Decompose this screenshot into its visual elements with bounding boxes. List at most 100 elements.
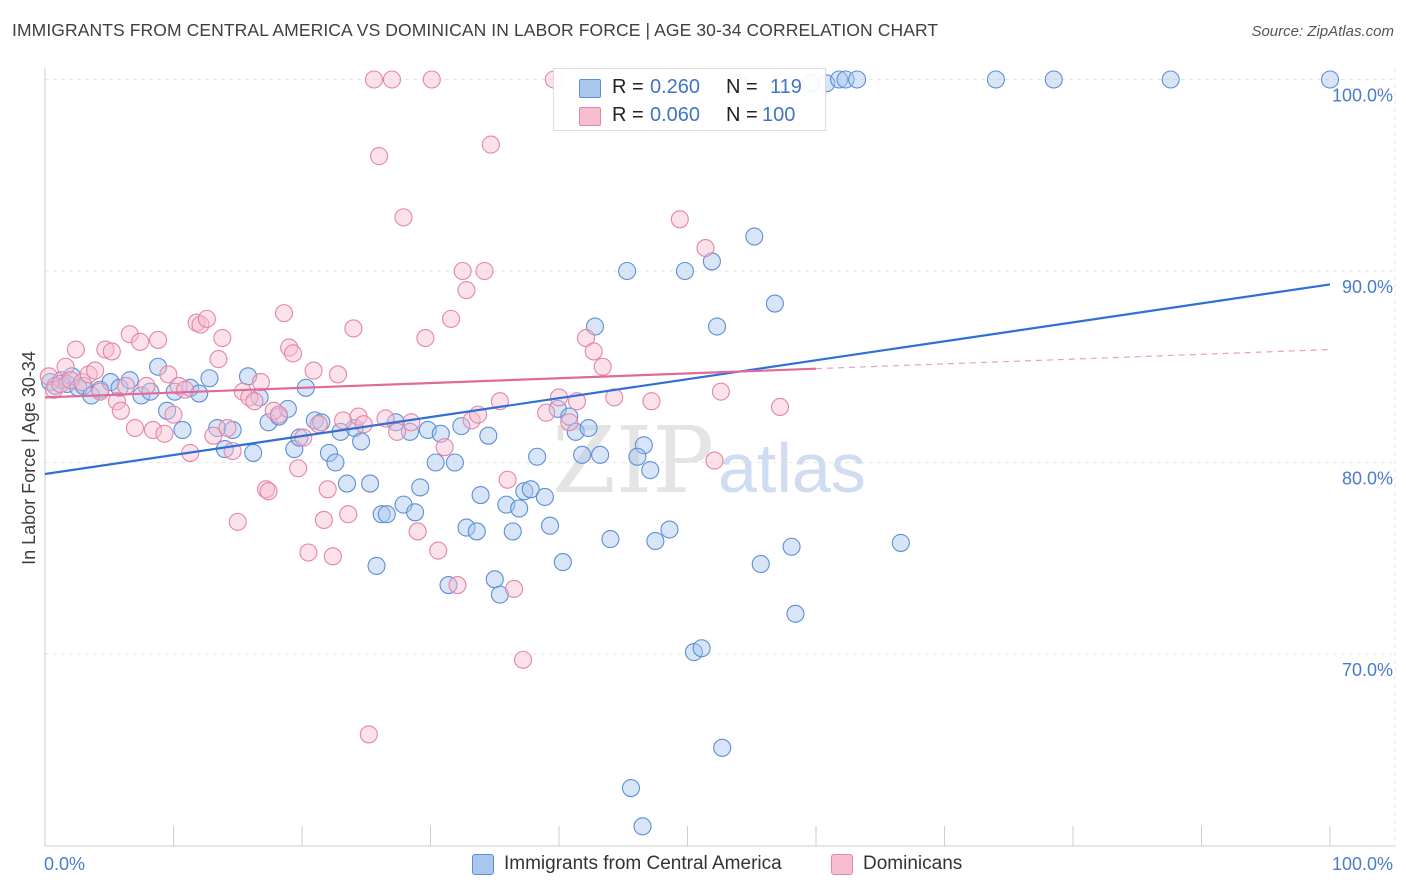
dominican-point: [107, 392, 127, 411]
watermark-atlas: atlas: [718, 429, 866, 507]
y-tick-label: 90.0%: [1342, 277, 1393, 297]
central-america-point: [848, 70, 867, 89]
y-tick-label: 70.0%: [1342, 660, 1393, 680]
dominican-point: [537, 403, 556, 422]
dominican-point: [513, 650, 533, 669]
dominican-point: [102, 342, 121, 361]
central-america-point: [200, 369, 219, 388]
central-america-point: [1161, 70, 1180, 89]
dominican-point: [61, 371, 80, 390]
dominican-point: [51, 374, 70, 394]
dominican-point: [593, 357, 612, 376]
central-america-point: [830, 70, 849, 89]
central-america-point: [521, 480, 540, 499]
dominican-point: [696, 238, 715, 258]
central-america-point: [479, 426, 498, 445]
y-axis-label: In Labor Force | Age 30-34: [19, 351, 39, 565]
central-america-point: [591, 445, 610, 464]
central-america-point: [457, 518, 476, 537]
central-america-point: [560, 407, 579, 426]
central-america-point: [132, 386, 151, 405]
dominican-point: [209, 350, 228, 369]
central-america-point: [372, 505, 391, 524]
dominican-point: [481, 135, 500, 154]
series-swatch-blue: [472, 854, 494, 875]
dominican-point: [204, 426, 223, 445]
central-america-point: [540, 516, 560, 535]
central-america-point: [312, 413, 331, 432]
central-america-point: [367, 556, 386, 575]
central-america-point: [149, 357, 168, 376]
central-america-point: [503, 522, 522, 541]
legend-r-value: 0.060: [650, 104, 701, 126]
dominican-point: [323, 547, 342, 566]
dominican-point: [382, 70, 402, 89]
dominican-point: [299, 543, 318, 562]
dominican-point: [91, 382, 110, 401]
central-america-point: [406, 503, 425, 522]
dominican-point: [364, 70, 384, 89]
central-america-point: [579, 418, 598, 438]
dominican-point: [228, 512, 247, 531]
series-legend-label: Dominicans: [863, 853, 963, 874]
central-america-point: [244, 443, 263, 462]
legend-n-value: 119: [770, 76, 802, 98]
watermark: ZIP atlas: [552, 407, 866, 514]
dominican-point: [245, 392, 264, 411]
central-america-point: [352, 432, 371, 451]
central-america-point: [601, 530, 620, 549]
dominican-point: [289, 459, 308, 478]
series-legend-label: Immigrants from Central America: [504, 853, 782, 874]
dominican-point: [116, 376, 136, 395]
central-america-point: [515, 482, 534, 501]
dominican-point: [354, 415, 373, 434]
trend-lines: [44, 283, 1331, 476]
dominican-point: [642, 392, 661, 411]
dominican-point: [370, 147, 389, 166]
source-label: Source: ZipAtlas.com: [1251, 23, 1394, 40]
dominican-point: [66, 340, 85, 359]
dominican-point: [770, 397, 790, 417]
central-america-point: [471, 486, 490, 505]
legend-row-central-america: R = 0.260 N = 119: [554, 72, 825, 102]
central-america-point: [528, 447, 547, 466]
dominican-point: [705, 451, 724, 470]
central-america-point: [337, 474, 357, 493]
central-america-trend-line: [44, 283, 1331, 476]
central-america-point: [278, 399, 297, 418]
central-america-point: [361, 474, 380, 493]
central-america-point: [510, 499, 529, 518]
legend-row-dominicans: R = 0.060 N = 100: [554, 100, 825, 130]
dominican-point: [408, 522, 427, 541]
dominican-point: [111, 401, 130, 420]
dominican-point: [164, 405, 183, 424]
dominican-point: [120, 325, 139, 344]
dominican-point: [344, 319, 363, 338]
central-america-point: [618, 261, 637, 281]
central-america-point: [173, 420, 192, 439]
dominican-point: [143, 420, 162, 439]
dominican-point: [125, 418, 144, 438]
central-america-point: [621, 778, 641, 798]
central-america-point: [628, 447, 647, 466]
central-america-point: [660, 520, 679, 539]
central-america-point: [110, 378, 129, 397]
dominican-point: [670, 210, 689, 229]
dominican-point: [56, 357, 75, 376]
central-america-point: [641, 461, 660, 480]
central-america-point: [400, 422, 419, 441]
dominican-point: [96, 340, 115, 359]
dominican-point: [448, 576, 467, 595]
legend-n-label: N =: [726, 76, 758, 98]
central-america-point: [377, 505, 396, 524]
dominican-point: [259, 482, 278, 501]
dominican-point: [605, 388, 624, 407]
dominican-point: [560, 413, 579, 432]
dominican-point: [504, 579, 524, 598]
dominican-point: [422, 70, 441, 89]
dominican-point: [429, 541, 448, 560]
dominican-point: [394, 208, 413, 227]
legend-swatch-pink: [579, 107, 601, 126]
data-points: [39, 70, 1340, 836]
